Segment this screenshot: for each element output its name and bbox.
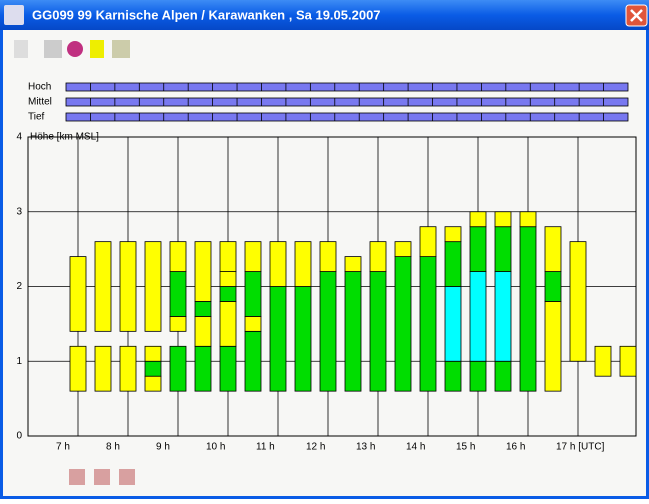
cell-segment [494,360,512,392]
cell-segment [269,286,287,392]
cell-segment [319,241,337,272]
cell-segment [444,226,462,243]
cell-segment [144,241,162,332]
cell-segment [244,271,262,317]
tool-print[interactable] [44,40,62,58]
x-tick-label: 8 h [106,442,120,453]
cloud-level-label: Mittel [28,97,52,108]
cell-segment [594,345,612,377]
cell-segment [294,286,312,392]
cloud-bar [65,82,629,92]
cell-segment [169,271,187,317]
cell-segment [169,241,187,272]
cell-segment [394,256,412,392]
y-tick-label: 4 [16,132,22,143]
cell-segment [494,226,512,272]
cell-segment [519,211,537,228]
y-tick-label: 3 [16,206,22,217]
x-tick-label: 13 h [356,442,375,453]
cell-segment [144,360,162,377]
cell-segment [519,226,537,392]
cell-segment [294,241,312,287]
cell-segment [469,271,487,362]
tool-pen[interactable] [14,40,28,58]
cell-segment [619,345,637,377]
cloud-level-label: Tief [28,112,45,123]
cell-segment [219,301,237,347]
icon[interactable] [69,469,85,485]
cell-segment [494,211,512,228]
cell-segment [469,226,487,272]
cell-segment [569,241,587,362]
cell-segment [369,271,387,392]
cell-segment [344,256,362,272]
cloud-bar [65,97,629,107]
cell-segment [69,345,87,392]
cell-segment [544,271,562,302]
cell-segment [419,226,437,257]
toolbar [14,40,130,58]
cell-segment [369,241,387,272]
cloud-level-label: Hoch [28,82,51,93]
cell-segment [194,315,212,347]
cell-segment [244,315,262,332]
tool-help[interactable] [90,40,104,58]
cell-segment [244,241,262,272]
cell-segment [494,271,512,362]
cell-segment [144,345,162,362]
cell-segment [169,315,187,332]
cloud-bar [65,112,629,122]
cell-segment [269,241,287,287]
cell-segment [544,301,562,392]
cell-segment [219,241,237,272]
icon[interactable] [94,469,110,485]
cell-segment [194,241,212,302]
x-tick-label: 14 h [406,442,425,453]
cell-segment [394,241,412,257]
x-tick-label: 15 h [456,442,475,453]
cell-segment [194,345,212,392]
icon[interactable] [119,469,135,485]
cell-segment [119,345,137,392]
x-tick-label: 12 h [306,442,325,453]
y-tick-label: 2 [16,281,22,292]
y-tick-label: 0 [16,431,22,442]
cell-segment [444,286,462,362]
x-tick-label: 10 h [206,442,225,453]
cell-segment [219,271,237,287]
cell-segment [544,226,562,272]
cell-segment [444,360,462,392]
x-tick-label: 16 h [506,442,525,453]
x-tick-label: 11 h [256,442,275,453]
tool-info[interactable] [67,41,83,57]
cell-segment [244,330,262,392]
cell-segment [319,271,337,392]
y-tick-label: 1 [16,356,22,367]
window-title: GG099 99 Karnische Alpen / Karawanken , … [32,7,381,22]
bottom-icons [69,469,135,485]
cell-segment [469,211,487,228]
cell-segment [444,241,462,287]
cell-segment [94,241,112,332]
cell-segment [219,286,237,302]
cell-segment [94,345,112,392]
cell-segment [144,375,162,392]
cell-segment [69,256,87,332]
close-icon [630,9,643,22]
tool-context-help[interactable] [112,40,130,58]
x-tick-label: 17 h [UTC] [556,442,605,453]
app-icon [4,5,24,25]
cell-segment [169,345,187,392]
x-tick-label: 7 h [56,442,70,453]
x-tick-label: 9 h [156,442,170,453]
cell-segment [419,256,437,392]
cell-segment [344,271,362,392]
title-bar [0,0,649,30]
cell-segment [119,241,137,332]
cell-segment [194,301,212,317]
cell-segment [469,360,487,392]
cell-segment [219,345,237,392]
